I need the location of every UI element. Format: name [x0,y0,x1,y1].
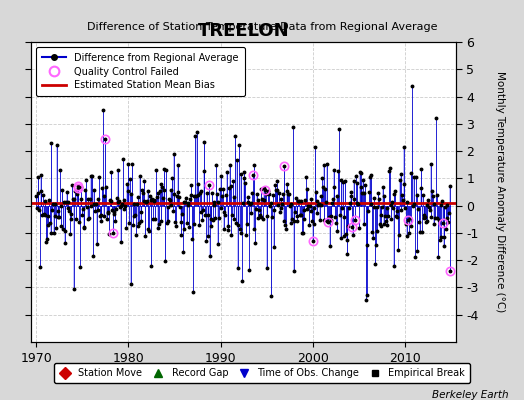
Text: Difference of Station Temperature Data from Regional Average: Difference of Station Temperature Data f… [87,22,437,32]
Legend: Station Move, Record Gap, Time of Obs. Change, Empirical Break: Station Move, Record Gap, Time of Obs. C… [54,364,470,383]
Title: TREELON: TREELON [198,22,289,40]
Text: Berkeley Earth: Berkeley Earth [432,390,508,400]
Legend: Difference from Regional Average, Quality Control Failed, Estimated Station Mean: Difference from Regional Average, Qualit… [36,47,245,96]
Y-axis label: Monthly Temperature Anomaly Difference (°C): Monthly Temperature Anomaly Difference (… [495,71,505,313]
